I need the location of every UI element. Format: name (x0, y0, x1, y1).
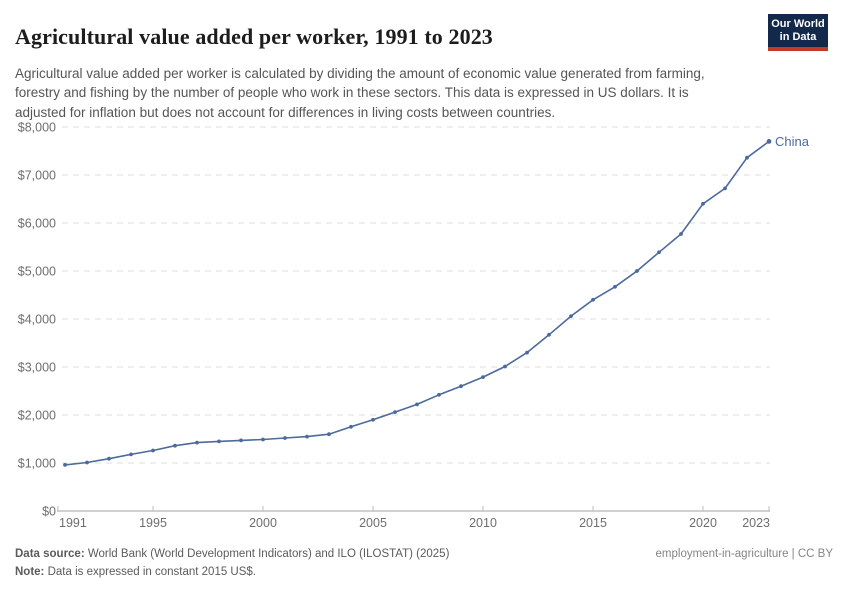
chart-subtitle: Agricultural value added per worker is c… (15, 65, 705, 120)
y-tick-label-2000: $2,000 (18, 409, 56, 423)
x-tick-label-2000: 2000 (249, 516, 277, 530)
data-point-china-1998 (217, 439, 221, 444)
data-point-china-2008 (437, 392, 441, 397)
y-tick-label-7000: $7,000 (18, 169, 56, 183)
data-point-china-2016 (613, 284, 617, 289)
data-point-china-2022 (745, 155, 749, 160)
data-point-china-2004 (349, 424, 353, 429)
footer-data-source: Data source: World Bank (World Developme… (15, 548, 449, 560)
y-tick-label-4000: $4,000 (18, 313, 56, 327)
data-point-china-2002 (305, 434, 309, 439)
x-tick-label-2010: 2010 (469, 516, 497, 530)
data-point-china-2023 (766, 139, 772, 144)
x-tick-label-2005: 2005 (359, 516, 387, 530)
data-point-china-2014 (569, 314, 573, 318)
footer-note-label: Note: (15, 566, 45, 578)
data-point-china-2011 (503, 364, 507, 369)
data-point-china-1996 (173, 443, 177, 448)
data-point-china-2013 (547, 332, 551, 337)
data-point-china-1994 (129, 452, 133, 457)
series-line-china (64, 140, 770, 466)
x-tick-label-1991: 1991 (59, 516, 87, 530)
owid-logo-line1: Our World (771, 18, 825, 30)
data-point-china-2000 (261, 437, 265, 442)
data-point-china-2007 (415, 402, 419, 407)
y-tick-label-5000: $5,000 (18, 265, 56, 279)
footer-license: employment-in-agriculture | CC BY (655, 548, 833, 560)
data-point-china-2001 (283, 436, 287, 440)
data-point-china-1999 (239, 438, 243, 443)
entity-label-china: China (775, 134, 810, 149)
data-point-china-2019 (679, 232, 683, 236)
y-tick-label-8000: $8,000 (18, 121, 56, 135)
data-point-china-2009 (459, 384, 463, 389)
x-tick-label-2015: 2015 (579, 516, 607, 530)
data-point-china-1997 (195, 440, 199, 445)
x-tick-label-1995: 1995 (139, 516, 167, 530)
page-title: Agricultural value added per worker, 199… (15, 23, 493, 49)
y-tick-label-0: $0 (42, 505, 56, 519)
data-point-china-2003 (327, 432, 331, 437)
x-tick-label-2020: 2020 (689, 516, 717, 530)
data-point-china-1993 (107, 456, 111, 461)
x-tick-label-2023: 2023 (742, 516, 770, 530)
data-point-china-2020 (701, 201, 705, 206)
y-tick-label-3000: $3,000 (18, 361, 56, 375)
data-point-china-2021 (723, 186, 727, 191)
owid-logo-line2: in Data (779, 31, 817, 43)
data-point-china-1995 (151, 448, 155, 453)
data-point-china-2010 (481, 375, 485, 379)
data-point-china-1991 (63, 463, 67, 467)
y-tick-label-1000: $1,000 (18, 457, 56, 471)
owid-logo[interactable]: Our World in Data (768, 14, 828, 51)
footer-source-label: Data source: (15, 548, 85, 560)
data-point-china-2006 (393, 410, 397, 414)
footer-note-text: Data is expressed in constant 2015 US$. (47, 566, 256, 578)
data-point-china-2015 (591, 297, 595, 302)
footer-note: Note: Data is expressed in constant 2015… (15, 566, 256, 578)
data-point-china-2005 (371, 417, 375, 422)
y-tick-label-6000: $6,000 (18, 217, 56, 231)
data-point-china-1992 (85, 460, 89, 465)
data-point-china-2017 (635, 269, 639, 273)
footer-source-text: World Bank (World Development Indicators… (87, 548, 450, 560)
data-point-china-2012 (525, 350, 529, 355)
data-point-china-2018 (657, 250, 661, 255)
